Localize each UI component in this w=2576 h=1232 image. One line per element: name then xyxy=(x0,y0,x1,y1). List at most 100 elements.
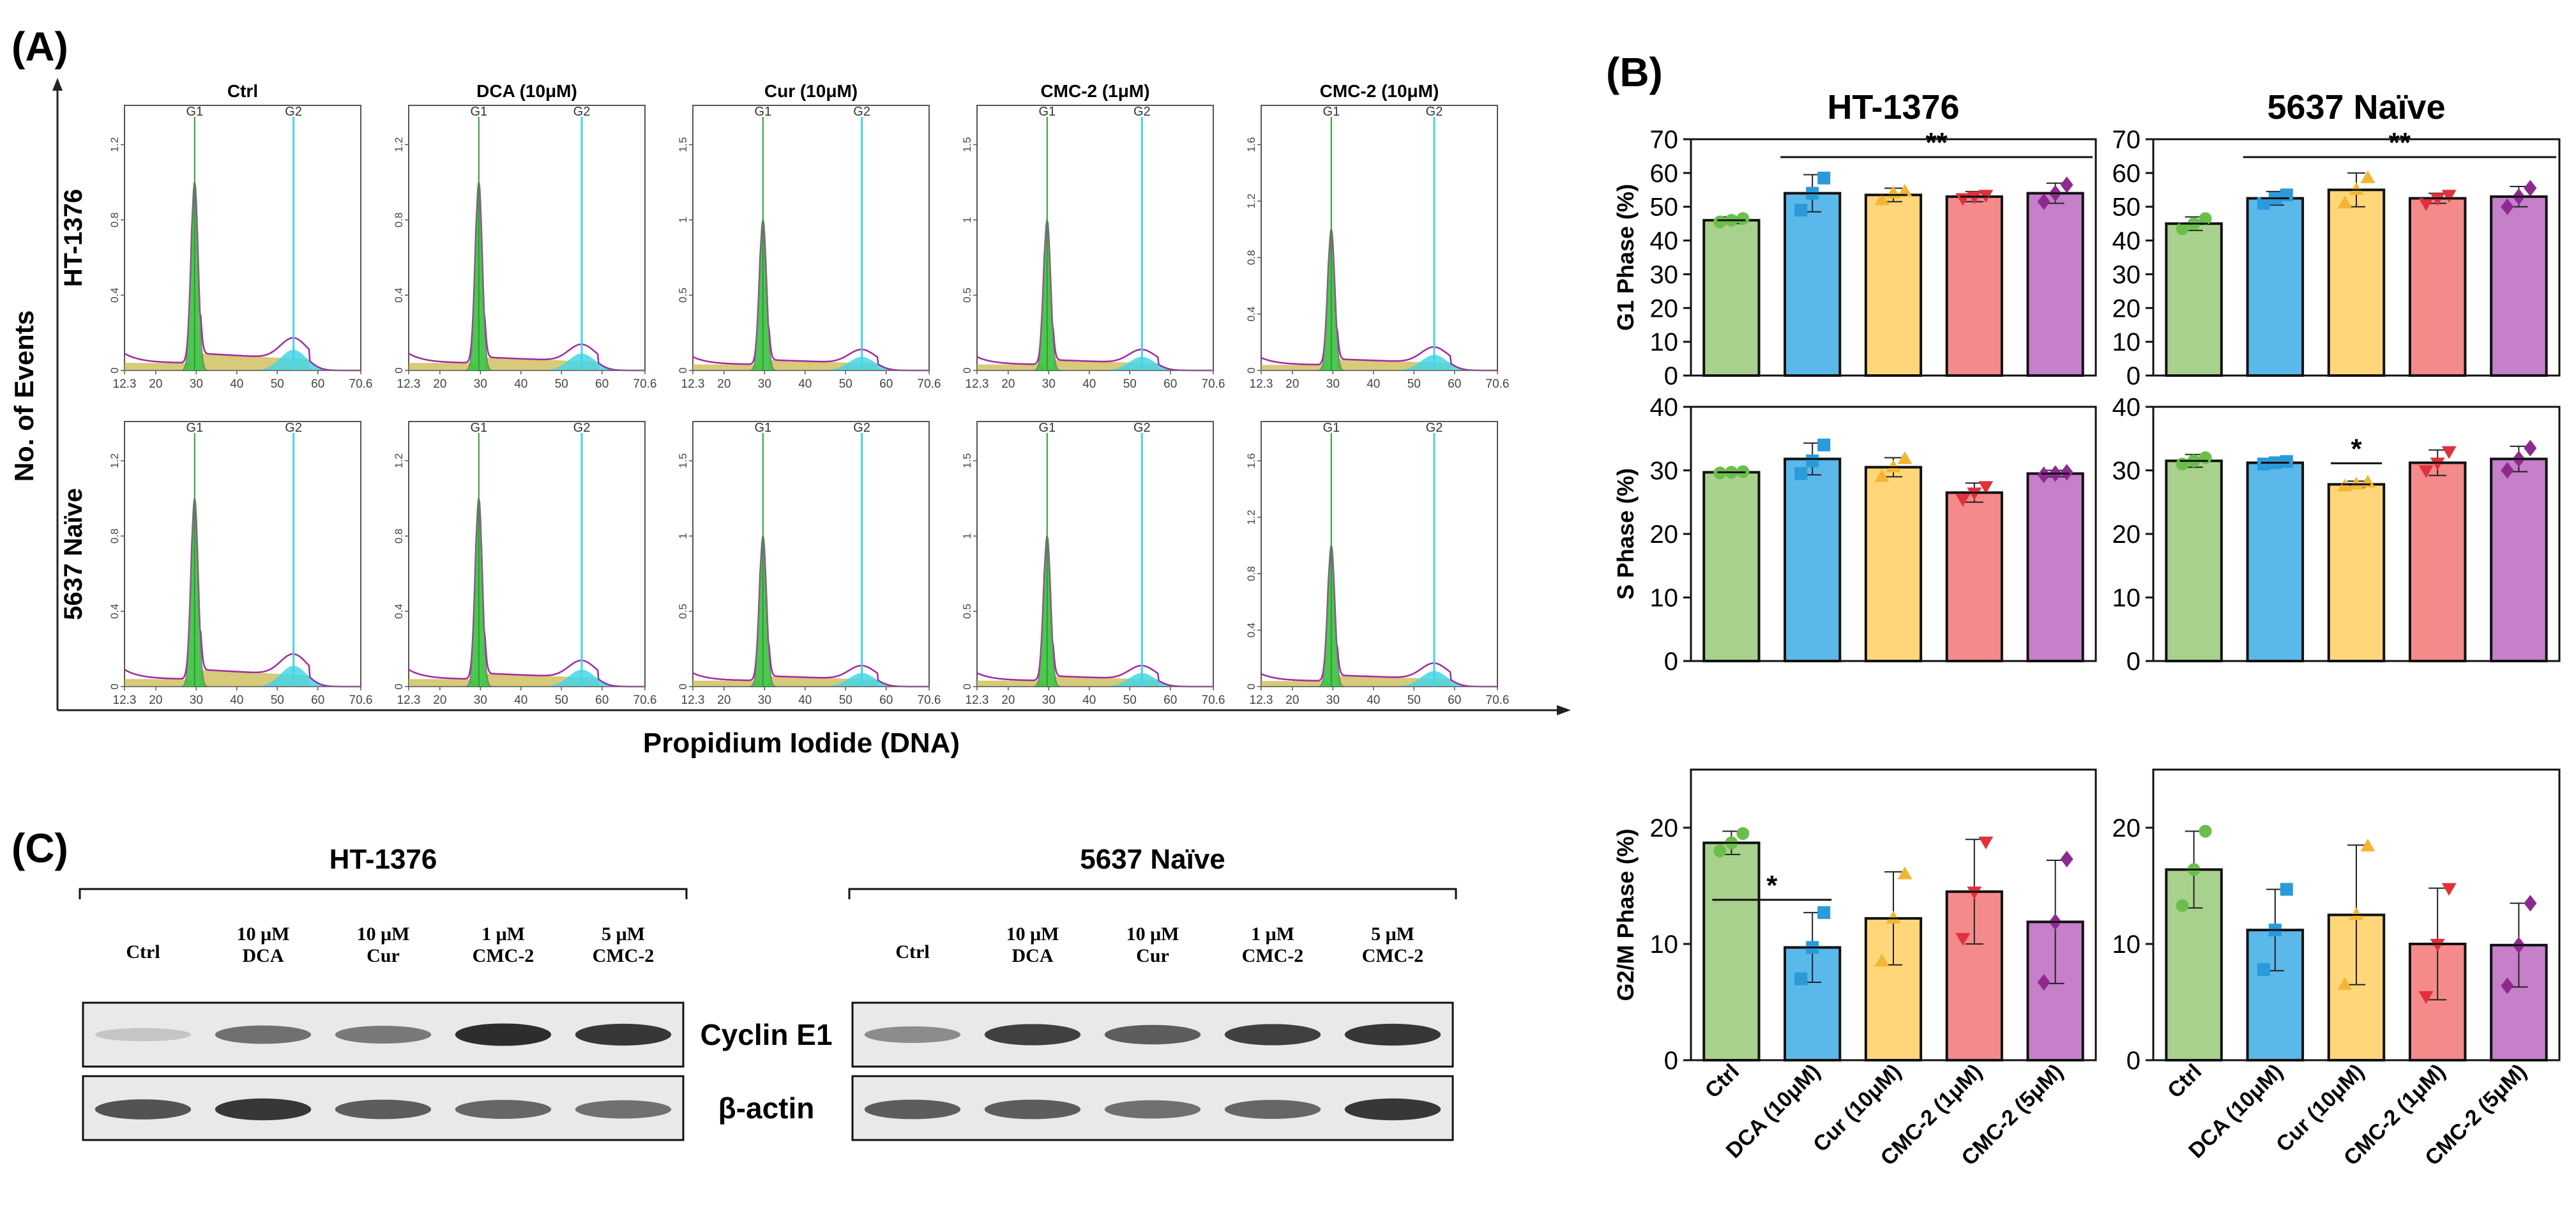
histogram-x-tick-label: 60 xyxy=(311,377,324,391)
blot-band xyxy=(215,1098,312,1121)
histogram-x-tick-label: 12.3 xyxy=(113,694,137,707)
replicate-point-diamond xyxy=(2524,895,2537,912)
panel-a: No. of Events Propidium Iodide (DNA) Ctr… xyxy=(9,78,1571,759)
bar-chart-y-tick-label: 30 xyxy=(2112,261,2141,289)
histogram-x-tick-label: 60 xyxy=(1448,694,1461,707)
bar-chart-y-label: G2/M Phase (%) xyxy=(1612,828,1639,1001)
replicate-point-square xyxy=(2280,455,2293,468)
histogram-x-tick-label: 12.3 xyxy=(397,694,421,707)
bar xyxy=(2490,195,2548,377)
histogram-x-tick-label: 30 xyxy=(758,377,771,391)
histogram-x-tick-label: 20 xyxy=(1001,694,1015,707)
replicate-point-circle xyxy=(1713,844,1727,858)
g1-peak-label: G1 xyxy=(1038,105,1056,119)
histogram-x-tick-label: 40 xyxy=(514,377,527,391)
replicate-point-triangle-up xyxy=(2349,476,2364,490)
histogram-y-tick-label: 0.8 xyxy=(109,213,121,228)
histogram-panel: 0 0.5 1 1.5 12.3 20 30 40 50 60 70.6 G1 G2 xyxy=(677,105,941,391)
histogram-y-tick-label: 0 xyxy=(393,367,405,373)
histogram-x-tick-label: 30 xyxy=(758,694,771,707)
g2-peak-label: G2 xyxy=(1133,105,1151,119)
g1-peak-label: G1 xyxy=(186,421,203,435)
histogram-panel: 0 0.4 0.8 1.2 1.6 12.3 20 30 40 50 60 70.6 G1 G2 xyxy=(1245,421,1509,707)
g1-trace xyxy=(125,182,361,371)
g1-trace xyxy=(1261,545,1497,687)
histogram-x-tick-label: 50 xyxy=(839,377,852,391)
replicate-point-triangle-up xyxy=(1886,910,1901,924)
model-fit-envelope xyxy=(408,498,645,688)
g2-phase-area xyxy=(1261,354,1497,370)
panel-label-a: (A) xyxy=(11,24,68,70)
blot-group-title: HT-1376 xyxy=(330,844,437,875)
bar-chart-panel: 0 10 20 30 40 * xyxy=(2112,393,2561,676)
histogram-frame xyxy=(692,421,930,687)
bar-chart-y-tick-label: 10 xyxy=(2112,931,2141,959)
bar-chart-panel: S Phase (%) 0 10 20 30 40 xyxy=(1612,393,2097,676)
model-fit-envelope xyxy=(692,220,929,372)
replicate-point-triangle-up xyxy=(2349,182,2364,195)
replicate-point-triangle-up xyxy=(2360,839,2375,852)
g2-phase-area xyxy=(693,356,929,370)
histogram-y-tick-label: 0.5 xyxy=(677,604,689,619)
histogram-y-tick-label: 0 xyxy=(109,367,121,373)
histogram-y-tick-label: 1.5 xyxy=(961,453,973,469)
replicate-point-triangle-up xyxy=(2337,977,2352,990)
histogram-y-tick-label: 1 xyxy=(677,217,689,223)
histogram-x-tick-label: 60 xyxy=(879,377,893,391)
histogram-x-tick-label: 70.6 xyxy=(918,377,941,391)
g1-peak-label: G1 xyxy=(754,421,771,435)
replicate-point-triangle-up xyxy=(2349,907,2364,920)
replicate-point-triangle-down xyxy=(2418,465,2434,478)
histogram-x-tick-label: 60 xyxy=(1163,694,1177,707)
histogram-x-tick-label: 50 xyxy=(1123,377,1137,391)
replicate-point-triangle-down xyxy=(1978,836,1994,849)
bar-chart-y-tick-label: 10 xyxy=(2112,328,2141,356)
replicate-point-diamond xyxy=(2060,851,2073,868)
histogram-y-tick-label: 0.4 xyxy=(1245,623,1257,638)
replicate-point-square xyxy=(1817,906,1831,919)
histogram-column-title: DCA (10μM) xyxy=(476,81,577,101)
histogram-row-label: HT-1376 xyxy=(59,189,87,287)
histogram-y-tick-label: 1.5 xyxy=(677,453,689,469)
replicate-point-triangle-down xyxy=(1967,191,1982,204)
panel-a-y-label: No. of Events xyxy=(9,310,39,482)
histogram-x-tick-label: 70.6 xyxy=(349,377,373,391)
replicate-point-triangle-down xyxy=(1978,481,1994,494)
replicate-point-diamond xyxy=(2501,462,2514,479)
histogram-x-tick-label: 50 xyxy=(1123,694,1137,707)
g1-peak-label: G1 xyxy=(1038,421,1056,435)
blot-lane-label: CMC-2 xyxy=(1362,945,1424,966)
histogram-y-tick-label: 0 xyxy=(961,683,973,689)
bar-chart-y-tick-label: 0 xyxy=(1664,1047,1678,1075)
histogram-y-tick-label: 0 xyxy=(677,367,689,373)
replicate-point-square xyxy=(1806,454,1819,468)
model-fit-envelope xyxy=(1261,229,1497,372)
replicate-point-square xyxy=(2257,963,2270,977)
histogram-x-tick-label: 20 xyxy=(1285,694,1299,707)
model-fit-envelope xyxy=(976,536,1213,688)
histogram-y-tick-label: 0.5 xyxy=(961,604,973,619)
bar-chart-y-tick-label: 20 xyxy=(2112,521,2141,549)
replicate-point-diamond xyxy=(2037,193,2050,210)
histogram-frame xyxy=(976,421,1214,687)
replicate-point-triangle-down xyxy=(1967,886,1982,900)
histogram-y-tick-label: 1.5 xyxy=(961,137,973,153)
histogram-y-tick-label: 0.8 xyxy=(1245,566,1257,581)
replicate-point-triangle-down xyxy=(2418,991,2434,1004)
bar-chart-y-tick-label: 0 xyxy=(2126,1047,2140,1075)
bar-chart-y-tick-label: 10 xyxy=(1650,328,1679,356)
blot-band xyxy=(335,1099,432,1120)
histogram-x-tick-label: 40 xyxy=(798,694,812,707)
histogram-y-tick-label: 1.2 xyxy=(1245,510,1257,525)
histogram-y-tick-label: 1.2 xyxy=(393,137,405,153)
histogram-x-tick-label: 40 xyxy=(1082,377,1096,391)
model-fit-envelope xyxy=(692,536,929,688)
histogram-x-tick-label: 20 xyxy=(149,694,162,707)
histogram-y-tick-label: 1.6 xyxy=(1245,453,1257,469)
bar xyxy=(2246,197,2305,377)
histogram-x-tick-label: 20 xyxy=(433,694,446,707)
bar-chart-y-tick-label: 30 xyxy=(2112,457,2141,485)
histogram-y-tick-label: 1.6 xyxy=(1245,137,1257,153)
